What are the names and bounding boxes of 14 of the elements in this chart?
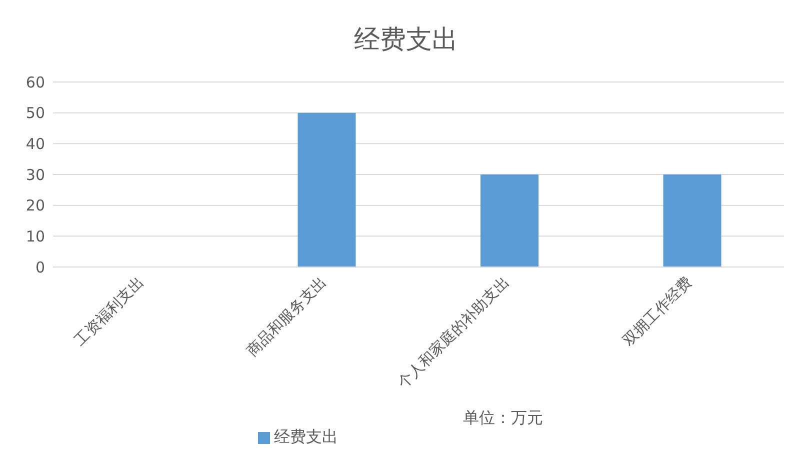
legend-label: 经费支出 [274,427,338,446]
y-tick-label: 50 [26,104,45,122]
x-tick-label: 个人和家庭的补助支出 [394,273,513,392]
y-tick-label: 10 [26,227,45,246]
y-tick-label: 30 [26,166,45,184]
chart-title: 经费支出 [353,24,459,57]
x-tick-label: 双拥工作经费 [619,273,696,350]
y-tick-label: 40 [26,134,45,153]
text: 单位：万元 [463,408,543,429]
y-tick-label: 60 [26,73,45,92]
y-tick-label: 0 [35,258,45,276]
x-tick-label: 商品和服务支出 [242,273,330,360]
x-tick-label: 工资福利支出 [70,273,148,350]
y-tick-label: 20 [26,196,45,215]
